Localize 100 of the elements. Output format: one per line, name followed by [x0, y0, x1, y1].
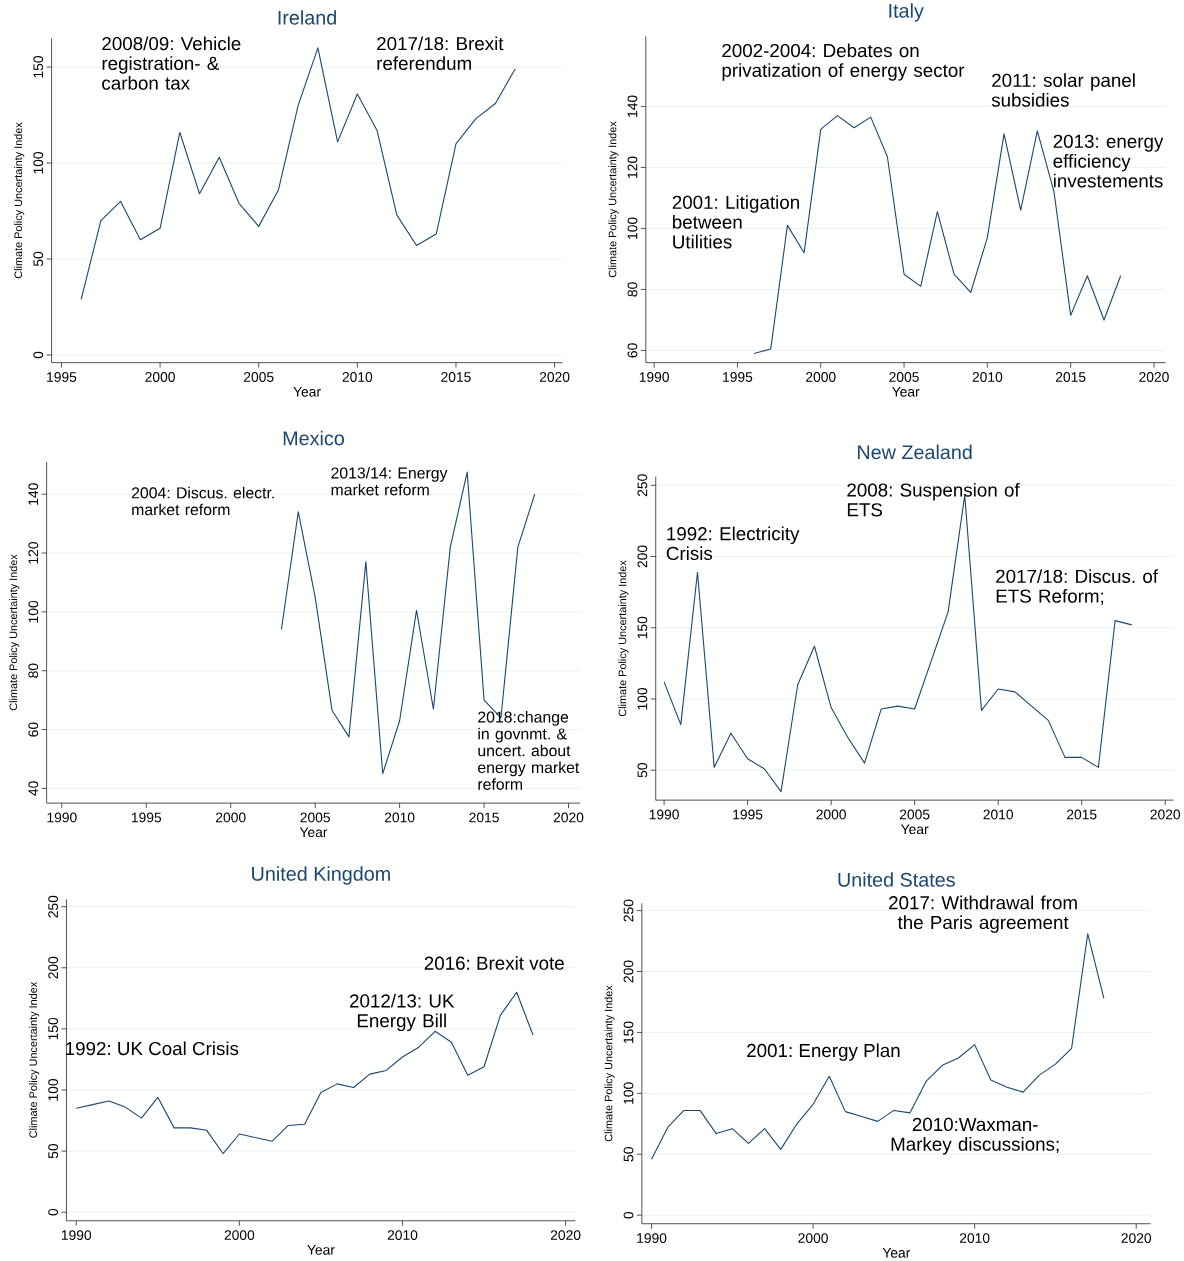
x-tick-label: 1995	[723, 372, 753, 382]
y-tick-label: 100	[33, 152, 44, 174]
annotation: 2004: Discus. electr. market reform	[131, 486, 274, 516]
annotation: 2008/09: Vehicle registration- & carbon tax	[102, 36, 241, 90]
y-axis-title: Climate Policy Uncertainty Index	[604, 985, 615, 1142]
x-axis-title: Year	[892, 386, 920, 397]
x-tick-label: 2000	[216, 812, 246, 823]
y-axis-title: Climate Policy Uncertainty Index	[14, 122, 25, 279]
y-tick-label: 100	[623, 1082, 634, 1104]
y-tick-label: 250	[637, 474, 648, 497]
y-tick-label: 0	[623, 1211, 634, 1219]
y-tick-label: 120	[627, 156, 638, 178]
x-tick-label: 2015	[1067, 809, 1097, 820]
y-tick-label: 200	[623, 960, 634, 983]
x-axis-title: Year	[299, 827, 328, 838]
x-tick-label: 2010	[983, 809, 1014, 820]
annotation: 1992: Electricity Crisis	[666, 526, 800, 561]
x-tick-label: 2020	[539, 372, 570, 382]
x-tick-label: 2000	[816, 809, 847, 820]
line-series	[651, 933, 1105, 1160]
x-tick-label: 1990	[47, 812, 77, 823]
x-tick-label: 1990	[649, 809, 679, 820]
y-tick-label: 0	[48, 1208, 59, 1216]
x-tick-label: 1990	[61, 1230, 92, 1240]
y-axis-title: Climate Policy Uncertainty Index	[9, 554, 20, 711]
y-tick-label: 100	[28, 600, 39, 623]
chart-title: Italy	[889, 3, 924, 22]
x-tick-label: 2000	[798, 1233, 828, 1243]
x-tick-label: 1995	[47, 372, 77, 382]
x-tick-label: 1995	[131, 812, 162, 823]
x-tick-label: 2010	[384, 812, 415, 823]
y-axis-title: Climate Policy Uncertainty Index	[608, 121, 619, 278]
y-tick-label: 250	[48, 895, 59, 918]
x-axis-title: Year	[307, 1245, 335, 1255]
x-axis-title: Year	[882, 1248, 911, 1258]
y-tick-label: 100	[48, 1078, 59, 1101]
annotation: 2001: Litigation between Utilities	[672, 195, 800, 249]
x-tick-label: 2015	[1056, 372, 1086, 382]
annotation: 2001: Energy Plan	[747, 1043, 900, 1061]
chart-title: New Zealand	[858, 444, 972, 460]
y-tick-label: 140	[627, 95, 638, 117]
x-tick-label: 2005	[244, 372, 274, 382]
x-tick-label: 1990	[637, 1233, 667, 1243]
x-tick-label: 2020	[553, 812, 584, 823]
annotation: 2011: solar panel subsidies	[991, 73, 1135, 107]
annotation: 2012/13: UK Energy Bill	[350, 993, 455, 1032]
y-tick-label: 50	[33, 251, 44, 267]
annotation: 2017: Withdrawal from the Paris agreement	[889, 895, 1077, 933]
y-tick-label: 120	[28, 542, 39, 564]
x-axis-title: Year	[293, 386, 321, 397]
x-tick-label: 2010	[387, 1230, 418, 1240]
y-tick-label: 140	[28, 483, 39, 505]
annotation: 2002-2004: Debates on privatization of energy sector	[722, 43, 965, 81]
annotation: 2008: Suspension of ETS	[847, 482, 1020, 517]
x-tick-label: 2005	[889, 372, 919, 382]
x-tick-label: 2020	[1121, 1233, 1152, 1243]
x-tick-label: 2010	[342, 372, 373, 382]
y-tick-label: 0	[33, 351, 44, 359]
chart-title: Ireland	[278, 10, 337, 25]
x-tick-label: 2010	[960, 1233, 990, 1243]
y-tick-label: 100	[637, 687, 648, 710]
y-tick-label: 150	[33, 56, 44, 78]
x-tick-label: 2020	[1139, 372, 1169, 382]
y-tick-label: 100	[627, 217, 638, 239]
x-tick-label: 2005	[300, 812, 331, 823]
annotation: 2018:change in govnmt. & uncert. about energy market reform	[478, 711, 580, 790]
y-tick-label: 50	[637, 763, 648, 778]
chart-title: United States	[838, 872, 955, 887]
x-tick-label: 2010	[972, 372, 1003, 382]
x-tick-label: 2020	[550, 1230, 581, 1240]
y-axis-title: Climate Policy Uncertainty Index	[618, 560, 629, 717]
y-tick-label: 50	[623, 1147, 634, 1162]
annotation: 2010:Waxman-Markey discussions;	[891, 1117, 1059, 1155]
y-axis-title: Climate Policy Uncertainty Index	[29, 981, 40, 1138]
x-tick-label: 2020	[1150, 809, 1181, 820]
y-tick-label: 50	[48, 1143, 59, 1159]
chart-title: Mexico	[283, 430, 344, 446]
annotation: 2016: Brexit vote	[424, 956, 564, 970]
y-tick-label: 200	[48, 956, 59, 979]
annotation: 2017/18: Brexit referendum	[377, 36, 504, 71]
y-tick-label: 150	[48, 1017, 59, 1040]
y-tick-label: 250	[623, 899, 634, 922]
y-tick-label: 150	[637, 616, 648, 639]
x-tick-label: 1990	[639, 372, 670, 382]
x-tick-label: 2000	[224, 1230, 255, 1240]
y-tick-label: 150	[623, 1021, 634, 1043]
x-tick-label: 2000	[145, 372, 175, 382]
x-tick-label: 2015	[469, 812, 499, 823]
y-tick-label: 200	[637, 545, 648, 568]
x-tick-label: 2000	[806, 372, 836, 382]
y-tick-label: 40	[28, 781, 39, 796]
y-tick-label: 60	[627, 343, 638, 358]
chart-title: United Kingdom	[252, 866, 390, 885]
x-axis-title: Year	[901, 824, 929, 835]
annotation: 2017/18: Discus. of ETS Reform;	[996, 569, 1159, 605]
x-tick-label: 1995	[733, 809, 763, 820]
y-tick-label: 80	[627, 282, 638, 297]
annotation: 2013: energy efficiency investements	[1053, 134, 1164, 188]
y-tick-label: 60	[28, 722, 39, 737]
x-tick-label: 2005	[900, 809, 930, 820]
